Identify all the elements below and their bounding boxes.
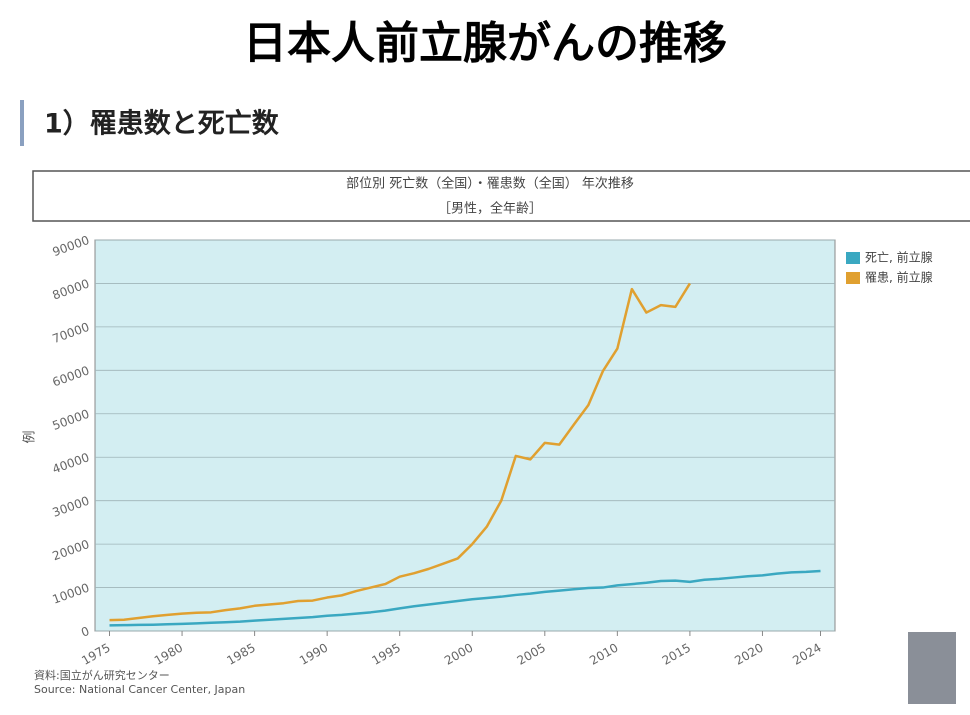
x-tick-label: 1980 [152, 641, 185, 668]
source-note: 資料:国立がん研究センター [34, 668, 170, 682]
x-tick-label: 2020 [732, 641, 765, 668]
subtitle-bar [20, 100, 24, 146]
x-tick-label: 1985 [224, 641, 257, 668]
x-tick-label: 2015 [660, 641, 693, 668]
y-tick-label: 90000 [51, 233, 92, 259]
x-tick-label: 2005 [515, 641, 548, 668]
chart-title: 部位別 死亡数（全国）・罹患数（全国） 年次推移 [346, 176, 634, 192]
plot-area [94, 239, 836, 632]
x-tick-label: 1990 [297, 641, 330, 668]
x-tick-label: 2000 [442, 641, 475, 668]
legend-swatch [846, 252, 860, 264]
y-tick-label: 80000 [51, 276, 92, 302]
y-tick-label: 40000 [51, 450, 92, 476]
y-tick-label: 20000 [51, 537, 92, 563]
y-tick-label: 10000 [51, 581, 92, 607]
y-axis-label: 例 [23, 430, 38, 443]
y-tick-label: 0 [79, 624, 91, 640]
y-tick-label: 70000 [51, 320, 92, 346]
x-tick-label: 2010 [587, 641, 620, 668]
slide-title: 日本人前立腺がんの推移 [243, 18, 727, 69]
source-note: Source: National Cancer Center, Japan [34, 683, 245, 696]
y-tick-label: 60000 [51, 363, 92, 389]
legend-label: 死亡, 前立腺 [865, 250, 933, 265]
webcam-thumbnail [908, 632, 956, 704]
legend-label: 罹患, 前立腺 [865, 270, 933, 285]
series-line [109, 282, 691, 622]
x-tick-label: 2024 [790, 641, 823, 668]
x-tick-label: 1975 [79, 641, 112, 668]
y-tick-label: 50000 [51, 407, 92, 433]
chart-header-box [32, 170, 970, 222]
series-line [109, 569, 821, 627]
y-tick-label: 30000 [51, 494, 92, 520]
chart-subtitle: ［男性，全年齢］ [438, 201, 542, 217]
legend-swatch [846, 272, 860, 284]
slide-subtitle: 1）罹患数と死亡数 [44, 109, 280, 140]
x-tick-label: 1995 [370, 641, 403, 668]
